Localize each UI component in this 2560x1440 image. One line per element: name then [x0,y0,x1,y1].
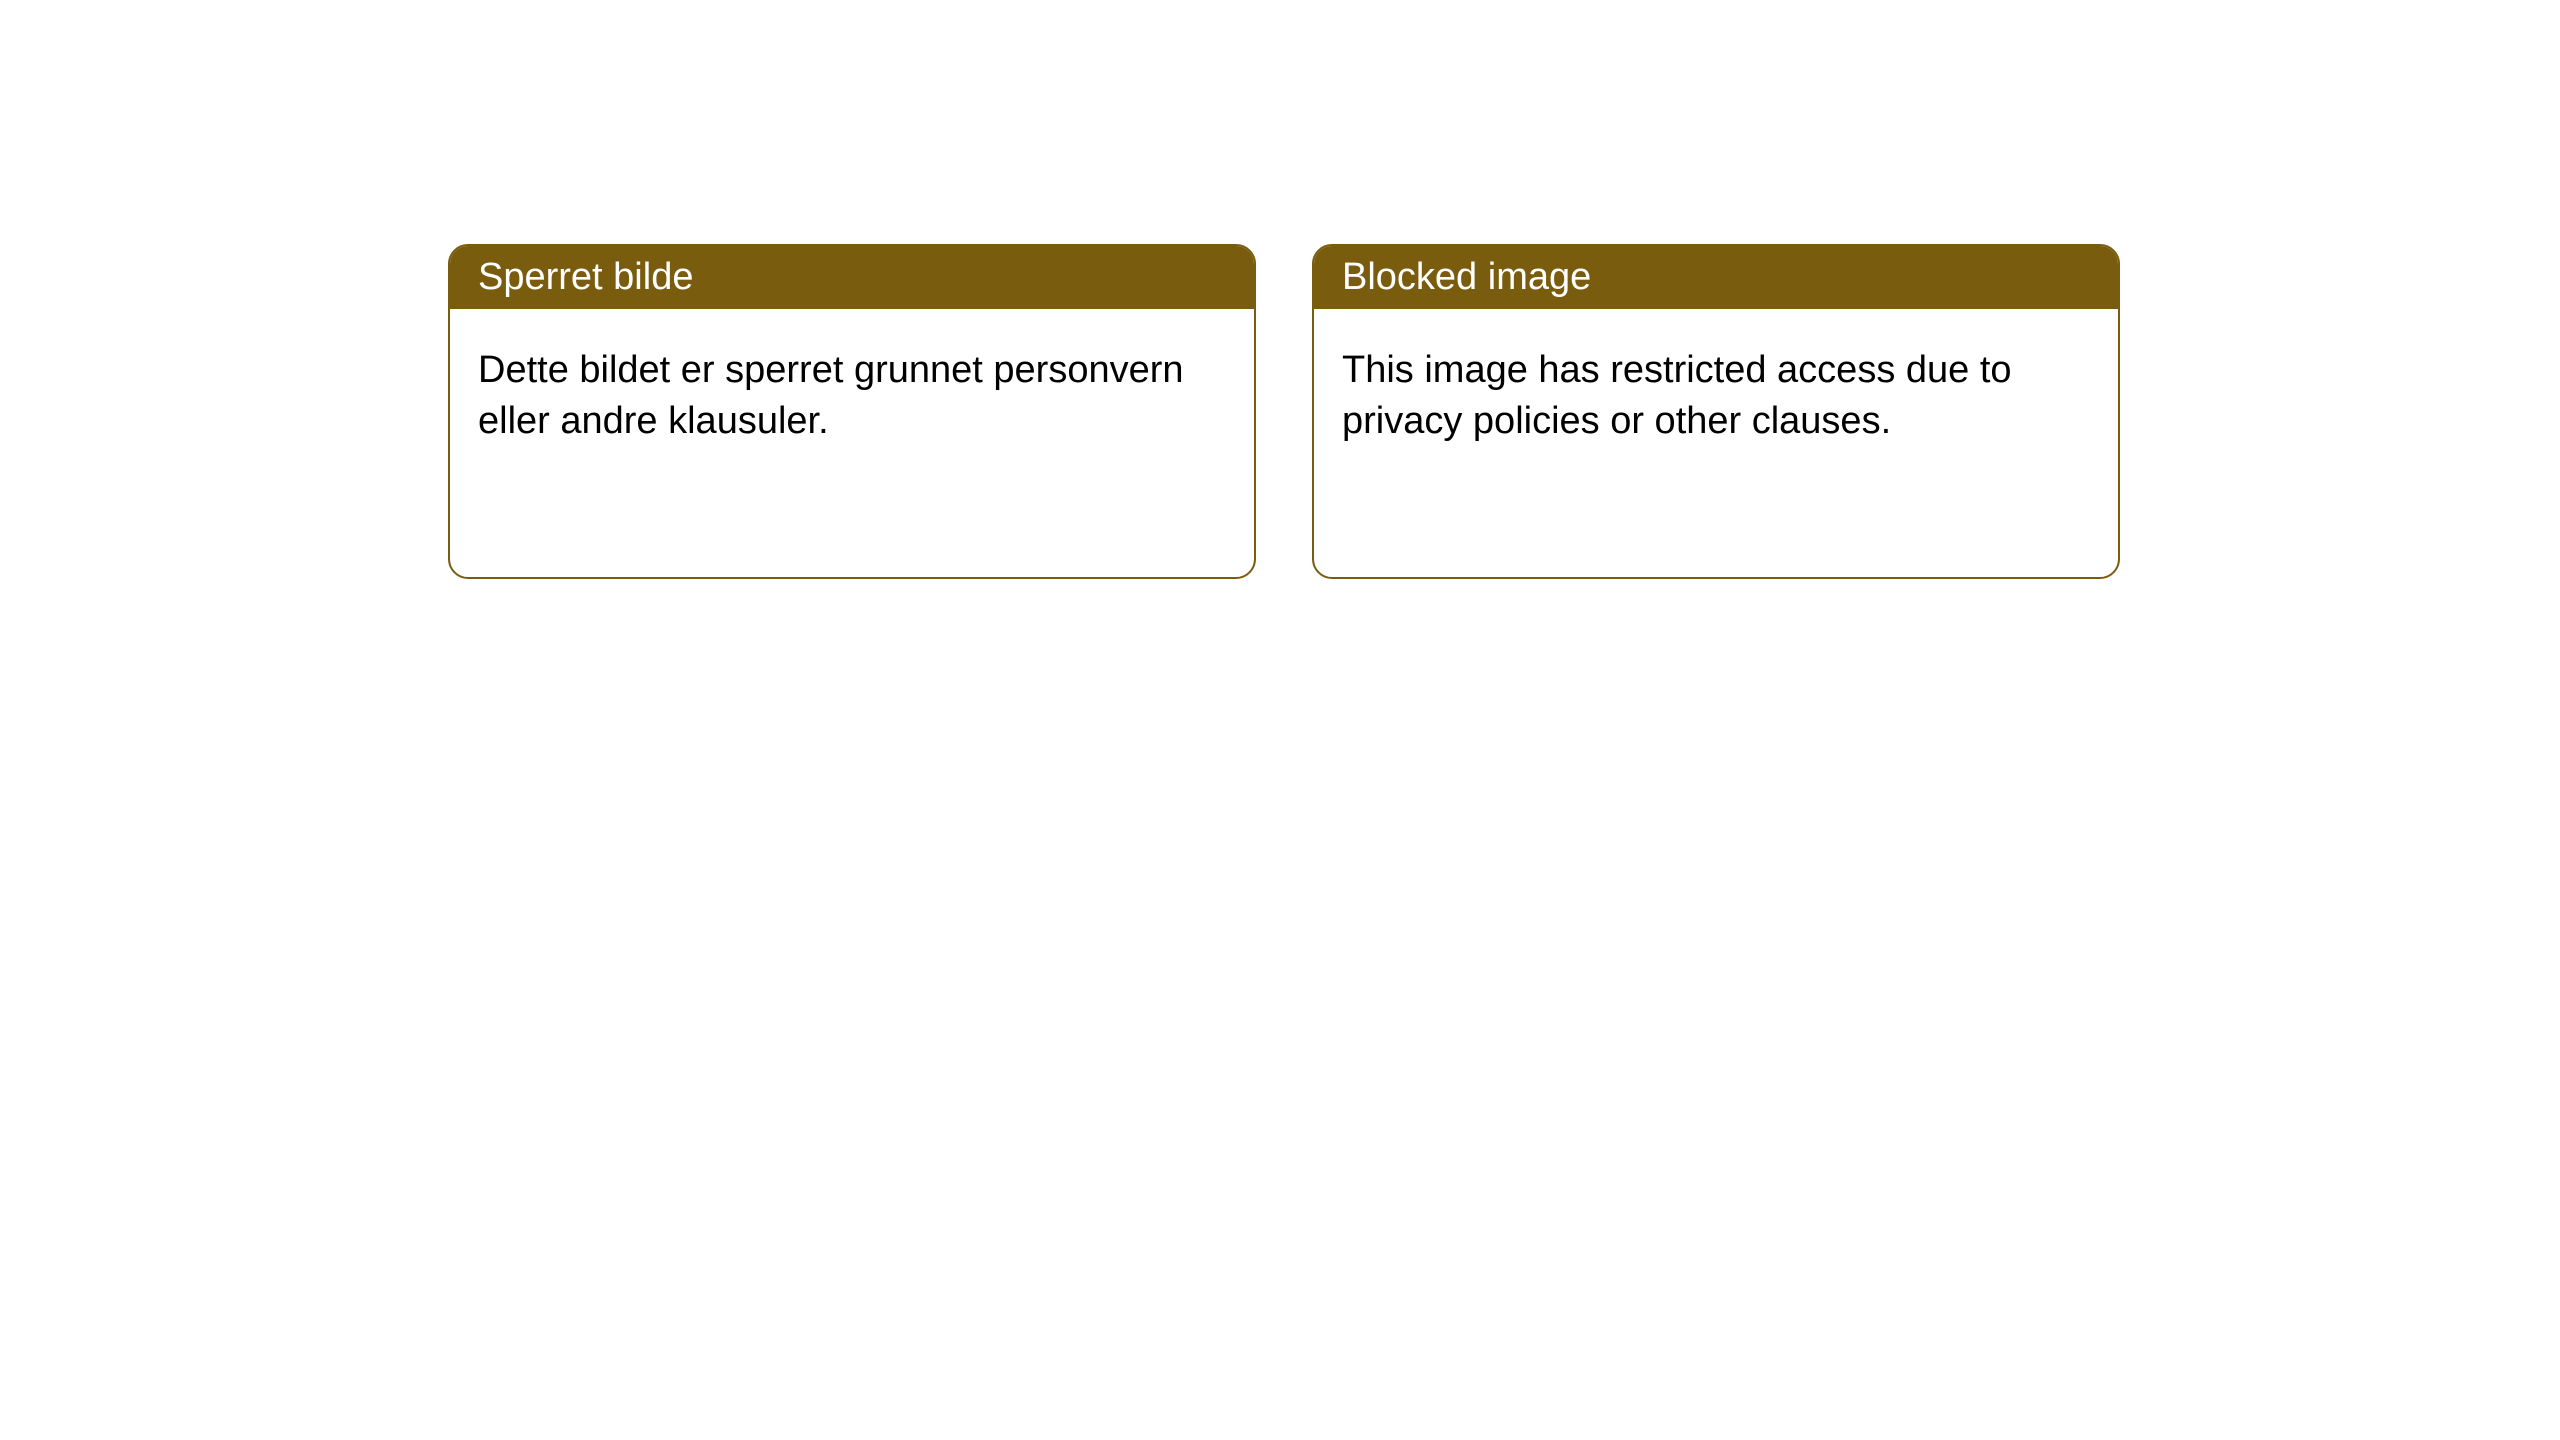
notice-container: Sperret bilde Dette bildet er sperret gr… [0,0,2560,579]
notice-card-norwegian: Sperret bilde Dette bildet er sperret gr… [448,244,1256,579]
notice-body-english: This image has restricted access due to … [1314,309,2118,484]
notice-body-norwegian: Dette bildet er sperret grunnet personve… [450,309,1254,484]
notice-title-norwegian: Sperret bilde [450,246,1254,309]
notice-title-english: Blocked image [1314,246,2118,309]
notice-card-english: Blocked image This image has restricted … [1312,244,2120,579]
